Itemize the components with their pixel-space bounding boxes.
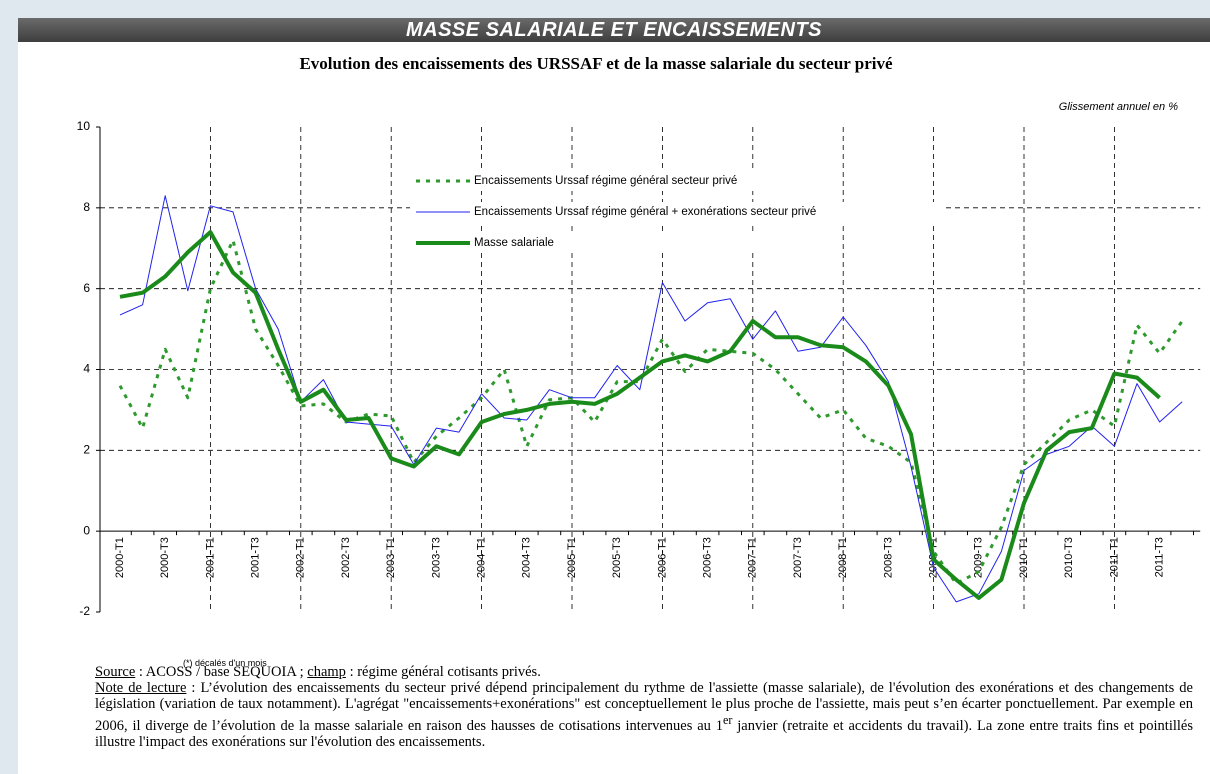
x-tick-label: 2011-T3: [1154, 537, 1166, 577]
x-tick-label: 2003-T1: [385, 537, 397, 578]
x-tick-label: 2002-T3: [340, 537, 352, 578]
legend-label: Encaissements Urssaf régime général + ex…: [474, 206, 816, 218]
x-tick-label: 2004-T1: [476, 537, 488, 578]
series-line: [118, 238, 1184, 586]
y-tick-label: -2: [79, 604, 90, 618]
x-tick-label: 2010-T1: [1018, 537, 1030, 578]
legend-bg: [410, 171, 784, 191]
legend-bg: [410, 202, 944, 222]
text: : régime général cotisants privés.: [345, 664, 541, 680]
note: Note de lecture : L’évolution des encais…: [95, 680, 1193, 750]
footnote: (*) décalés d'un mois: [183, 658, 267, 668]
document: MASSE SALARIALE ET ENCAISSEMENTS Evoluti…: [18, 18, 1210, 774]
x-tick-label: 2005-T3: [611, 537, 623, 578]
x-tick-label: 2008-T1: [837, 537, 849, 578]
y-tick-label: 8: [83, 200, 90, 214]
x-tick-label: 2007-T3: [792, 537, 804, 578]
chart-title: Evolution des encaissements des URSSAF e…: [299, 54, 893, 73]
x-tick-label: 2003-T3: [430, 537, 442, 578]
x-tick-label: 2001-T3: [250, 537, 262, 578]
x-tick-label: 2009-T3: [973, 537, 985, 578]
x-tick-label: 2010-T3: [1063, 537, 1075, 578]
x-tick-label: 2008-T3: [882, 537, 894, 578]
y-tick-label: 0: [83, 523, 90, 537]
chart-subtitle: Glissement annuel en %: [1059, 101, 1178, 113]
legend-label: Masse salariale: [474, 237, 554, 249]
x-tick-label: 2002-T1: [295, 537, 307, 578]
legend-label: Encaissements Urssaf régime général sect…: [474, 175, 737, 187]
header-title: MASSE SALARIALE ET ENCAISSEMENTS: [18, 18, 1210, 42]
text: er: [723, 713, 733, 727]
x-tick-label: 2004-T3: [521, 537, 533, 578]
chart: Evolution des encaissements des URSSAF e…: [77, 54, 1201, 618]
source-label: Source: [95, 664, 136, 680]
x-tick-label: 2005-T1: [566, 537, 578, 578]
x-tick-label: 2000-T1: [114, 537, 126, 578]
x-tick-label: 2000-T3: [159, 537, 171, 578]
y-tick-label: 2: [83, 443, 90, 457]
champ-label: champ: [307, 664, 346, 680]
x-tick-label: 2006-T1: [656, 537, 668, 578]
source: Source : ACOSS / base SEQUOIA ; champ : …: [95, 664, 1193, 680]
x-tick-label: 2001-T1: [204, 537, 216, 578]
y-tick-label: 4: [83, 362, 90, 376]
legend-bg: [410, 233, 784, 253]
text: janvier (retraite et accidents du travai…: [95, 717, 1193, 750]
x-tick-label: 2006-T3: [702, 537, 714, 578]
y-tick-label: 10: [77, 119, 91, 133]
note-label: Note de lecture: [95, 680, 187, 696]
text: : ACOSS / base SEQUOIA ;: [135, 664, 308, 680]
notes: Source : ACOSS / base SEQUOIA ; champ : …: [95, 664, 1193, 750]
x-tick-label: 2011-T1: [1108, 537, 1120, 577]
x-tick-label: 2007-T1: [747, 537, 759, 578]
y-tick-label: 6: [83, 281, 90, 295]
text: : L’évolution des encaissements du secte…: [95, 680, 1193, 734]
series-line: [119, 230, 1161, 600]
